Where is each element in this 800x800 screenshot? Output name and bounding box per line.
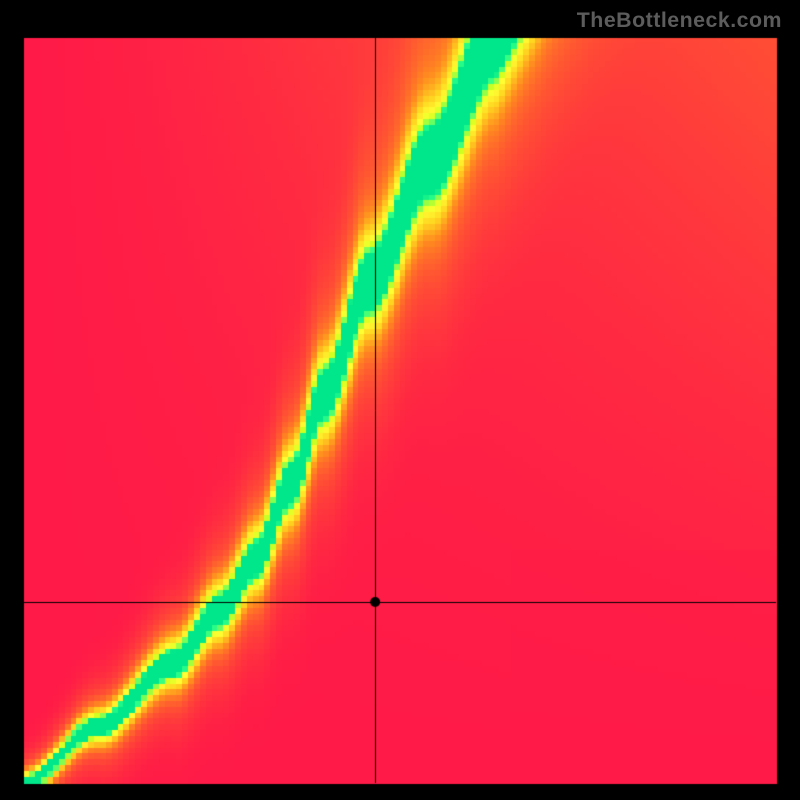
watermark-text: TheBottleneck.com	[577, 8, 782, 33]
chart-container: TheBottleneck.com	[0, 0, 800, 800]
heatmap-canvas	[0, 0, 800, 800]
